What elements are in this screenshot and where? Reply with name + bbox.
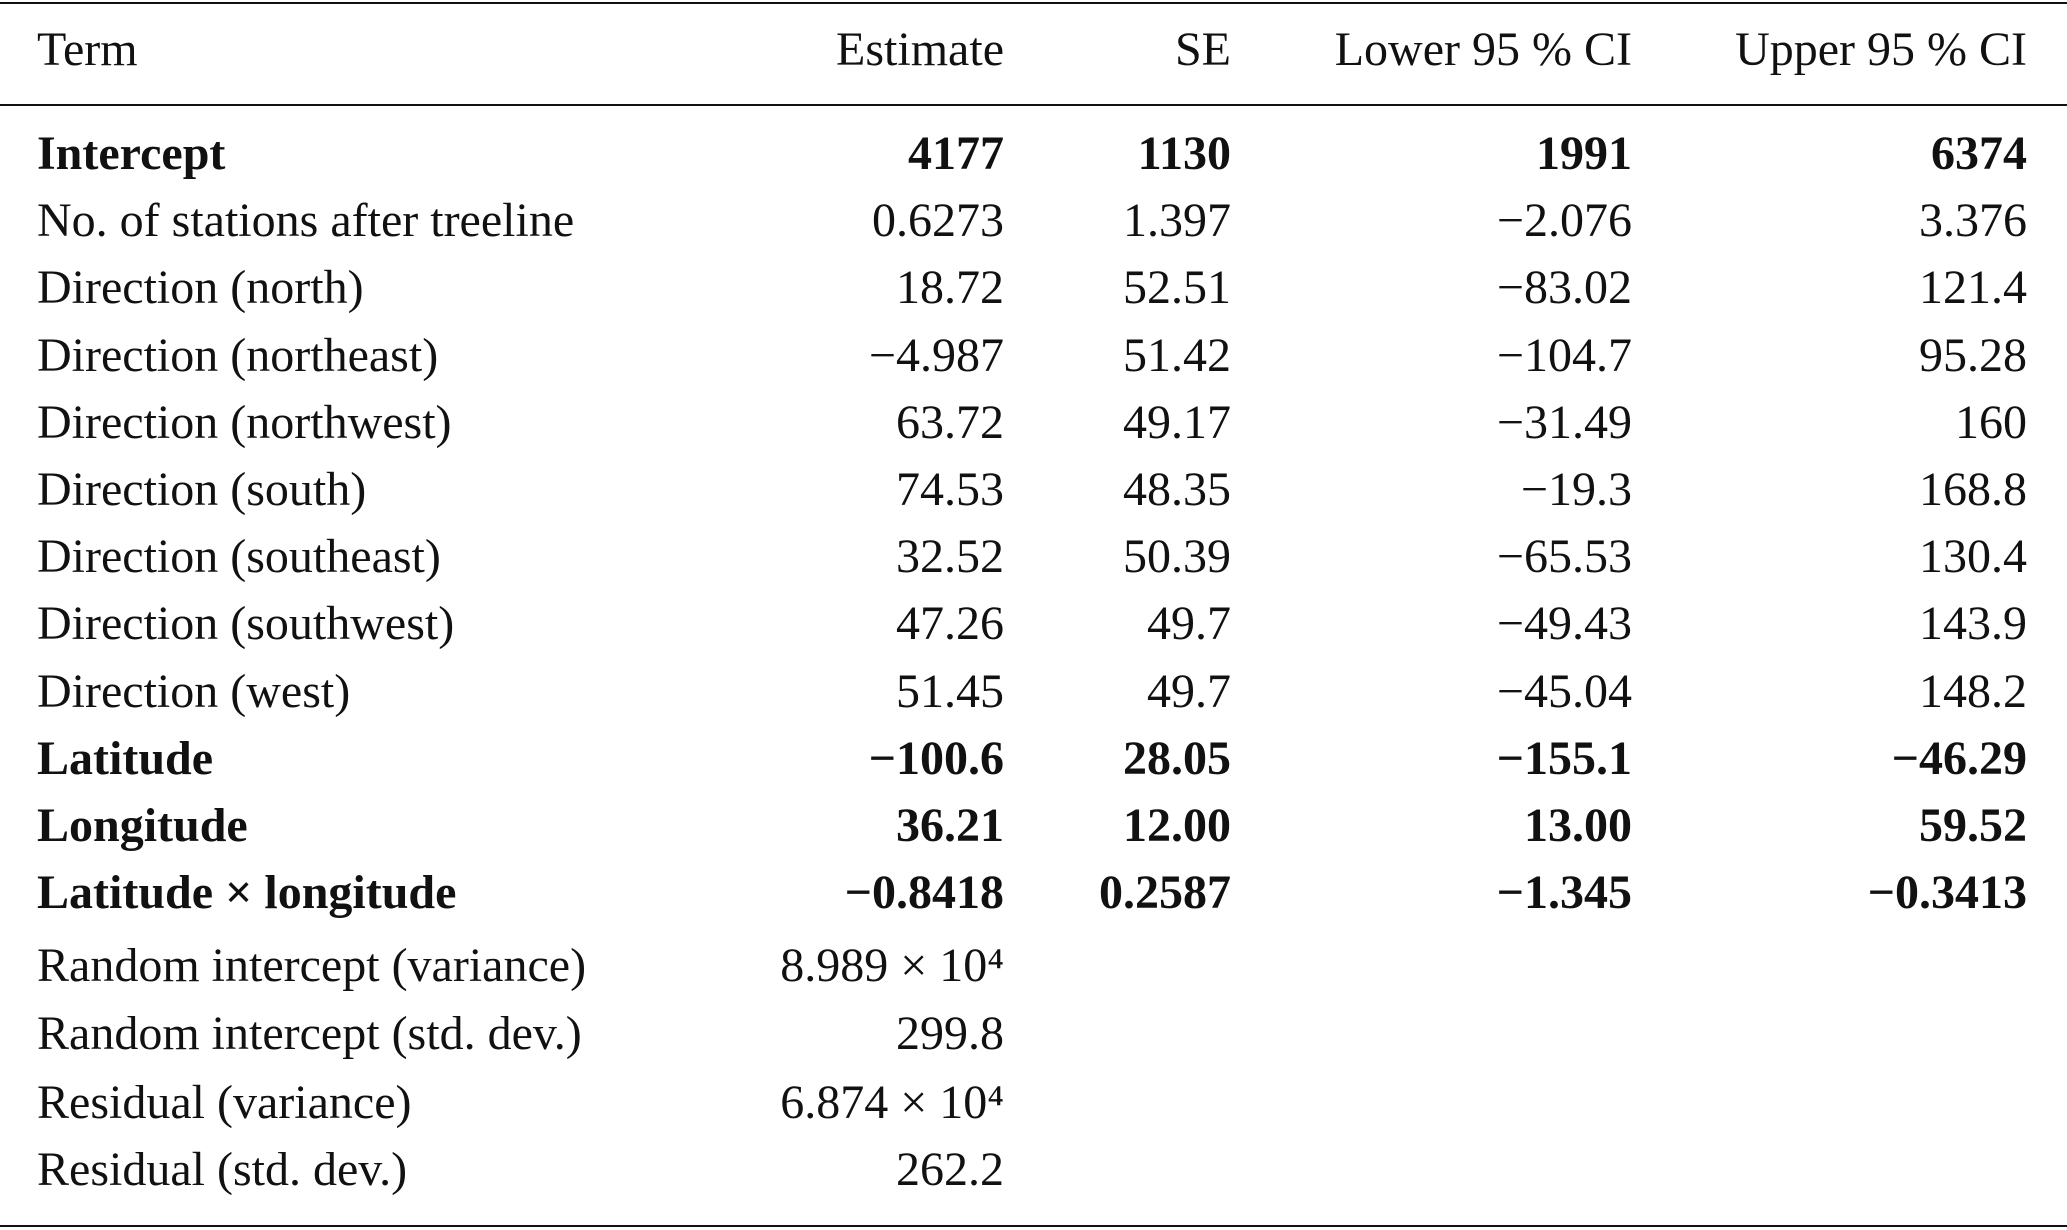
value-cell: 1.397 [1123,194,1231,248]
header-cell: Upper 95 % CI [1735,23,2027,76]
term-cell: Intercept [37,127,226,180]
value-cell: −104.7 [1496,328,1632,382]
value-cell: 59.52 [1919,799,2027,852]
value-cell: 74.53 [896,463,1004,516]
value-cell: 168.8 [1919,463,2027,516]
value-cell: 49.7 [1147,664,1231,718]
value-cell: 47.26 [896,597,1004,651]
header-cell: Term [37,23,138,76]
header-cell: SE [1174,23,1231,76]
value-cell: −19.3 [1520,463,1632,516]
value-cell: 63.72 [896,395,1004,449]
value-cell: −0.3413 [1867,866,2027,920]
term-cell: Direction (north) [37,261,364,315]
value-cell: 299.8 [896,1006,1004,1060]
value-cell: −1.345 [1496,866,1632,920]
term-cell: Direction (southeast) [37,530,441,584]
value-cell: 6374 [1931,127,2027,180]
value-cell: 130.4 [1919,530,2027,584]
value-cell: 262.2 [896,1143,1004,1196]
value-cell: 160 [1955,395,2027,449]
value-cell: −31.49 [1496,395,1632,449]
term-cell: Direction (south) [37,463,367,516]
value-cell: 52.51 [1123,261,1231,315]
value-cell: 95.28 [1919,328,2027,382]
value-cell: −49.43 [1496,597,1632,651]
term-cell: Direction (west) [37,664,351,718]
value-cell: 51.42 [1123,328,1231,382]
value-cell: 143.9 [1919,597,2027,651]
value-cell: −100.6 [868,731,1004,785]
value-cell: 48.35 [1123,463,1231,516]
value-cell: 51.45 [896,664,1004,718]
term-cell: Direction (northwest) [37,395,452,449]
value-cell: 28.05 [1123,731,1231,785]
term-cell: Random intercept (std. dev.) [37,1006,582,1060]
bottom-rule [0,1225,2067,1227]
header-rule [0,104,2067,106]
value-cell: −4.987 [868,328,1004,382]
value-cell: 49.7 [1147,597,1231,651]
header-cell: Estimate [836,23,1004,76]
value-cell: 6.874 × 10⁴ [780,1075,1004,1129]
term-cell: Residual (variance) [37,1075,412,1129]
value-cell: −46.29 [1891,731,2027,785]
value-cell: −65.53 [1496,530,1632,584]
value-cell: 8.989 × 10⁴ [780,939,1004,993]
value-cell: 121.4 [1919,261,2027,315]
value-cell: 18.72 [896,261,1004,315]
header-cell: Lower 95 % CI [1334,23,1632,76]
value-cell: 148.2 [1919,664,2027,718]
value-cell: 3.376 [1919,194,2027,248]
value-cell: 1130 [1137,127,1231,180]
value-cell: 0.2587 [1099,866,1231,920]
value-cell: −155.1 [1496,731,1632,785]
term-cell: Latitude [37,731,214,785]
value-cell: −45.04 [1496,664,1632,718]
term-cell: Longitude [37,799,248,852]
value-cell: 50.39 [1123,530,1231,584]
term-cell: Direction (northeast) [37,328,439,382]
value-cell: 36.21 [896,799,1004,852]
value-cell: 49.17 [1123,395,1231,449]
term-cell: Latitude × longitude [37,866,457,920]
value-cell: −0.8418 [844,866,1004,920]
value-cell: −2.076 [1496,194,1632,248]
value-cell: 0.6273 [872,194,1004,248]
value-cell: 1991 [1536,127,1632,180]
term-cell: No. of stations after treeline [37,194,575,248]
top-rule [0,2,2067,4]
term-cell: Random intercept (variance) [37,939,587,993]
value-cell: 13.00 [1524,799,1632,852]
value-cell: 32.52 [896,530,1004,584]
term-cell: Residual (std. dev.) [37,1143,408,1196]
value-cell: 4177 [908,127,1004,180]
value-cell: 12.00 [1123,799,1231,852]
value-cell: −83.02 [1496,261,1632,315]
term-cell: Direction (southwest) [37,597,455,651]
